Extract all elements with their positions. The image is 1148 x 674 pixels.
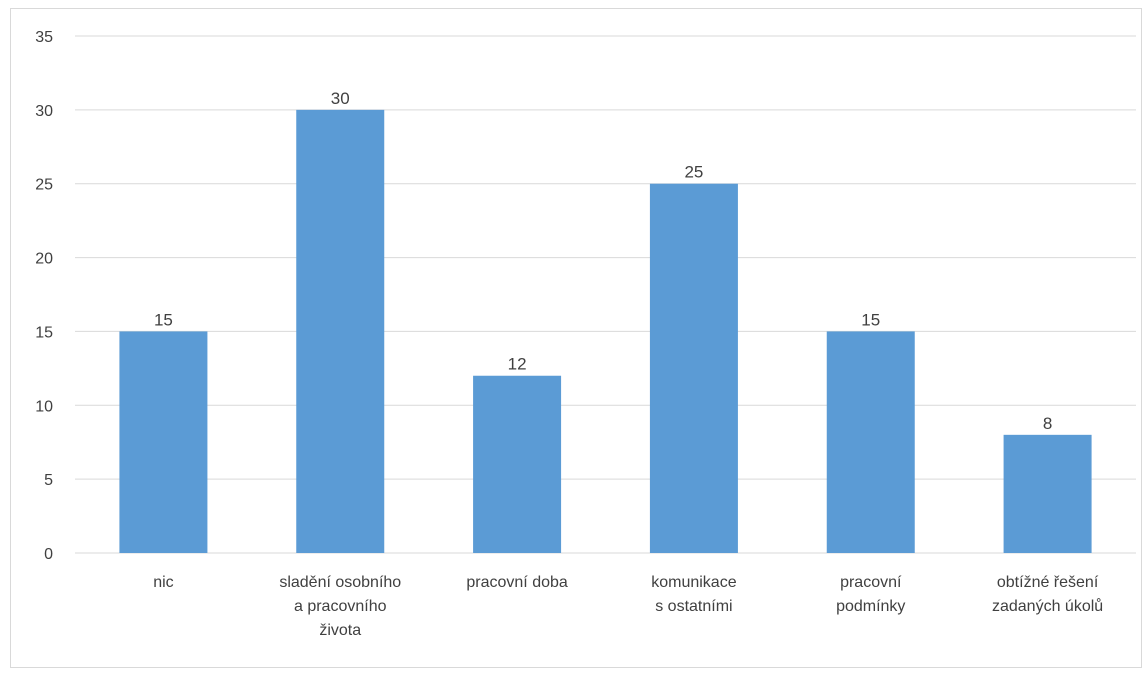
x-tick-label: sladění osobního a pracovního života — [279, 574, 401, 639]
x-tick-label: obtížné řešení zadaných úkolů — [992, 574, 1103, 615]
x-tick-label-line: obtížné řešení — [997, 574, 1099, 591]
y-tick-label: 10 — [35, 398, 53, 415]
data-label: 12 — [508, 355, 527, 374]
x-tick-label: pracovní doba — [466, 574, 568, 591]
y-tick-label: 5 — [44, 472, 53, 489]
y-tick-label: 35 — [35, 29, 53, 46]
x-tick-label-line: sladění osobního — [279, 574, 401, 591]
bar — [119, 331, 208, 553]
bars — [119, 109, 1092, 553]
y-tick-label: 0 — [44, 546, 53, 563]
x-tick-label-line: pracovní — [840, 574, 902, 591]
y-tick-label: 25 — [35, 177, 53, 194]
x-axis-ticks: nic sladění osobního a pracovního života pra… — [153, 574, 1103, 639]
y-tick-label: 20 — [35, 251, 53, 268]
data-label: 30 — [331, 89, 350, 108]
x-tick-label-line: a pracovního — [294, 598, 387, 615]
bar — [473, 375, 562, 553]
y-axis-ticks: 0 5 10 15 20 25 30 35 — [35, 29, 53, 563]
bar — [1003, 434, 1092, 553]
x-tick-label-line: pracovní doba — [466, 574, 568, 591]
data-labels: 15 30 12 25 15 8 — [154, 89, 1052, 433]
x-tick-label-line: života — [319, 622, 361, 639]
x-tick-label: pracovní podmínky — [836, 574, 905, 615]
y-tick-label: 30 — [35, 103, 53, 120]
x-tick-label-line: s ostatními — [655, 598, 732, 615]
bar — [826, 331, 915, 553]
x-tick-label-line: zadaných úkolů — [992, 597, 1103, 615]
x-tick-label-line: komunikace — [651, 574, 736, 591]
bar-chart: 0 5 10 15 20 25 30 35 15 30 12 25 15 8 nic sladění os… — [35, 29, 1136, 639]
data-label: 15 — [154, 310, 173, 329]
gridlines — [75, 35, 1136, 554]
x-tick-label: komunikace s ostatními — [651, 574, 736, 615]
x-tick-label-line: podmínky — [836, 598, 905, 615]
x-tick-label-line: nic — [153, 574, 173, 591]
bar — [649, 183, 738, 553]
bar — [296, 109, 385, 553]
data-label: 8 — [1043, 414, 1052, 433]
data-label: 15 — [861, 310, 880, 329]
x-tick-label: nic — [153, 574, 173, 591]
y-tick-label: 15 — [35, 324, 53, 341]
chart-frame: 0 5 10 15 20 25 30 35 15 30 12 25 15 8 nic sladění os… — [10, 8, 1142, 668]
data-label: 25 — [684, 163, 703, 182]
